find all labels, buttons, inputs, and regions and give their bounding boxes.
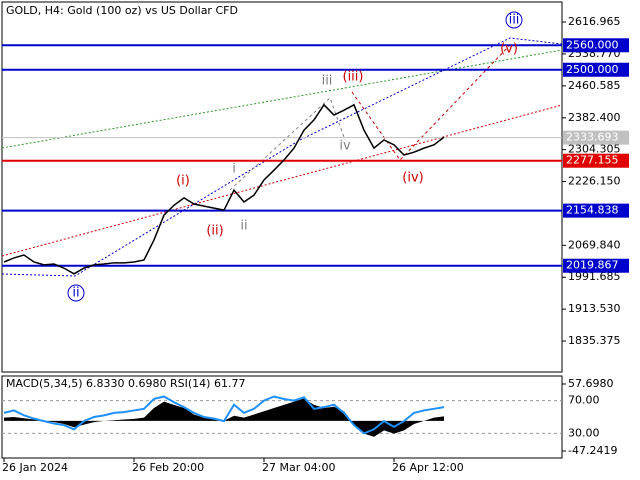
y-tick-label: 2304.305 xyxy=(568,143,621,156)
y-tick-label: 1835.375 xyxy=(568,334,621,347)
wave-circle xyxy=(505,11,523,29)
y-tick-label: 1913.530 xyxy=(568,302,621,315)
wave-label: iv xyxy=(339,139,351,154)
level-label: 2560.000 xyxy=(566,38,619,51)
price-line xyxy=(3,103,445,275)
main-panel xyxy=(1,1,563,373)
trend-line xyxy=(1,49,563,149)
y2-tick-label: 70.00 xyxy=(568,394,600,407)
level-label: 2333.693 xyxy=(566,131,619,144)
level-label: 2500.000 xyxy=(566,63,619,76)
level-label-box xyxy=(563,203,629,218)
x-tick-label: 26 Jan 2024 xyxy=(2,461,68,474)
level-label-box xyxy=(563,38,629,53)
indicator-panel xyxy=(1,375,563,459)
wave-label: i xyxy=(232,162,236,177)
rsi-line xyxy=(3,395,445,435)
level-label: 2019.867 xyxy=(566,259,619,272)
y-tick-label: 2382.400 xyxy=(568,111,621,124)
level-label-box xyxy=(563,62,629,77)
y-tick-label: 57.6980 xyxy=(568,377,614,390)
level-label: 2277.155 xyxy=(566,154,619,167)
wave-label: (ii) xyxy=(206,224,223,239)
trend-line xyxy=(1,104,563,257)
macd-area xyxy=(4,398,444,437)
wave-label: iii xyxy=(509,13,520,28)
level-label: 2154.838 xyxy=(566,204,619,217)
y-tick-label: 2226.150 xyxy=(568,175,621,188)
level-label-box xyxy=(563,258,629,273)
chart-title: GOLD, H4: Gold (100 oz) vs US Dollar CFD xyxy=(6,4,238,17)
wave-label: (iv) xyxy=(402,171,423,186)
y-tick-label: 2069.840 xyxy=(568,238,621,251)
y-tick-label: -47.2419 xyxy=(568,444,617,457)
x-tick-label: 27 Mar 04:00 xyxy=(262,461,335,474)
wave-label: (iii) xyxy=(343,70,364,85)
y-tick-label: 2460.585 xyxy=(568,79,621,92)
wave-circle xyxy=(67,284,85,302)
y-tick-label: 1991.685 xyxy=(568,270,621,283)
wave-label: iii xyxy=(322,74,333,89)
y-tick-label: 2616.965 xyxy=(568,15,621,28)
wave-label: ii xyxy=(72,286,79,301)
x-tick-label: 26 Apr 12:00 xyxy=(392,461,464,474)
wave-label: (i) xyxy=(176,174,190,189)
wave-label: ii xyxy=(240,219,247,234)
x-tick-label: 26 Feb 20:00 xyxy=(132,461,204,474)
indicator-title: MACD(5,34,5) 6.8330 0.6980 RSI(14) 61.77 xyxy=(6,377,245,390)
y2-tick-label: 30.00 xyxy=(568,426,600,439)
wave-label: (v) xyxy=(500,42,518,57)
level-label-box xyxy=(563,153,629,168)
level-label-box xyxy=(563,130,629,145)
trend-line xyxy=(1,37,563,277)
